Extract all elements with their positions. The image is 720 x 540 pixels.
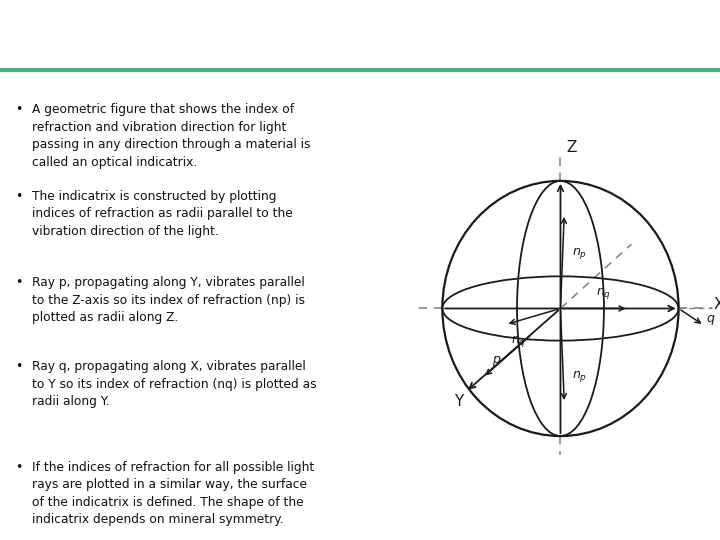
Text: •: •: [16, 276, 23, 289]
Text: X: X: [714, 297, 720, 312]
Text: Ray q, propagating along X, vibrates parallel
to Y so its index of refraction (n: Ray q, propagating along X, vibrates par…: [32, 360, 317, 408]
Text: The indicatrix is constructed by plotting
indices of refraction as radii paralle: The indicatrix is constructed by plottin…: [32, 190, 293, 238]
Text: •: •: [16, 360, 23, 373]
Text: •: •: [16, 461, 23, 474]
Text: $n_p$: $n_p$: [572, 246, 587, 261]
Text: Z: Z: [566, 140, 577, 156]
Text: $n_q$: $n_q$: [511, 334, 526, 349]
Text: $n_p$: $n_p$: [572, 369, 587, 384]
Text: •: •: [16, 103, 23, 116]
Text: $q$: $q$: [706, 313, 716, 327]
Text: The Optical Indicatrix: The Optical Indicatrix: [16, 18, 370, 46]
Text: If the indices of refraction for all possible light
rays are plotted in a simila: If the indices of refraction for all pos…: [32, 461, 315, 526]
Text: A geometric figure that shows the index of
refraction and vibration direction fo: A geometric figure that shows the index …: [32, 103, 310, 169]
Text: •: •: [16, 190, 23, 202]
Text: Ray p, propagating along Y, vibrates parallel
to the Z-axis so its index of refr: Ray p, propagating along Y, vibrates par…: [32, 276, 305, 324]
Text: $n_q$: $n_q$: [596, 286, 611, 301]
Text: $p$: $p$: [492, 354, 502, 368]
Text: Y: Y: [454, 394, 463, 409]
